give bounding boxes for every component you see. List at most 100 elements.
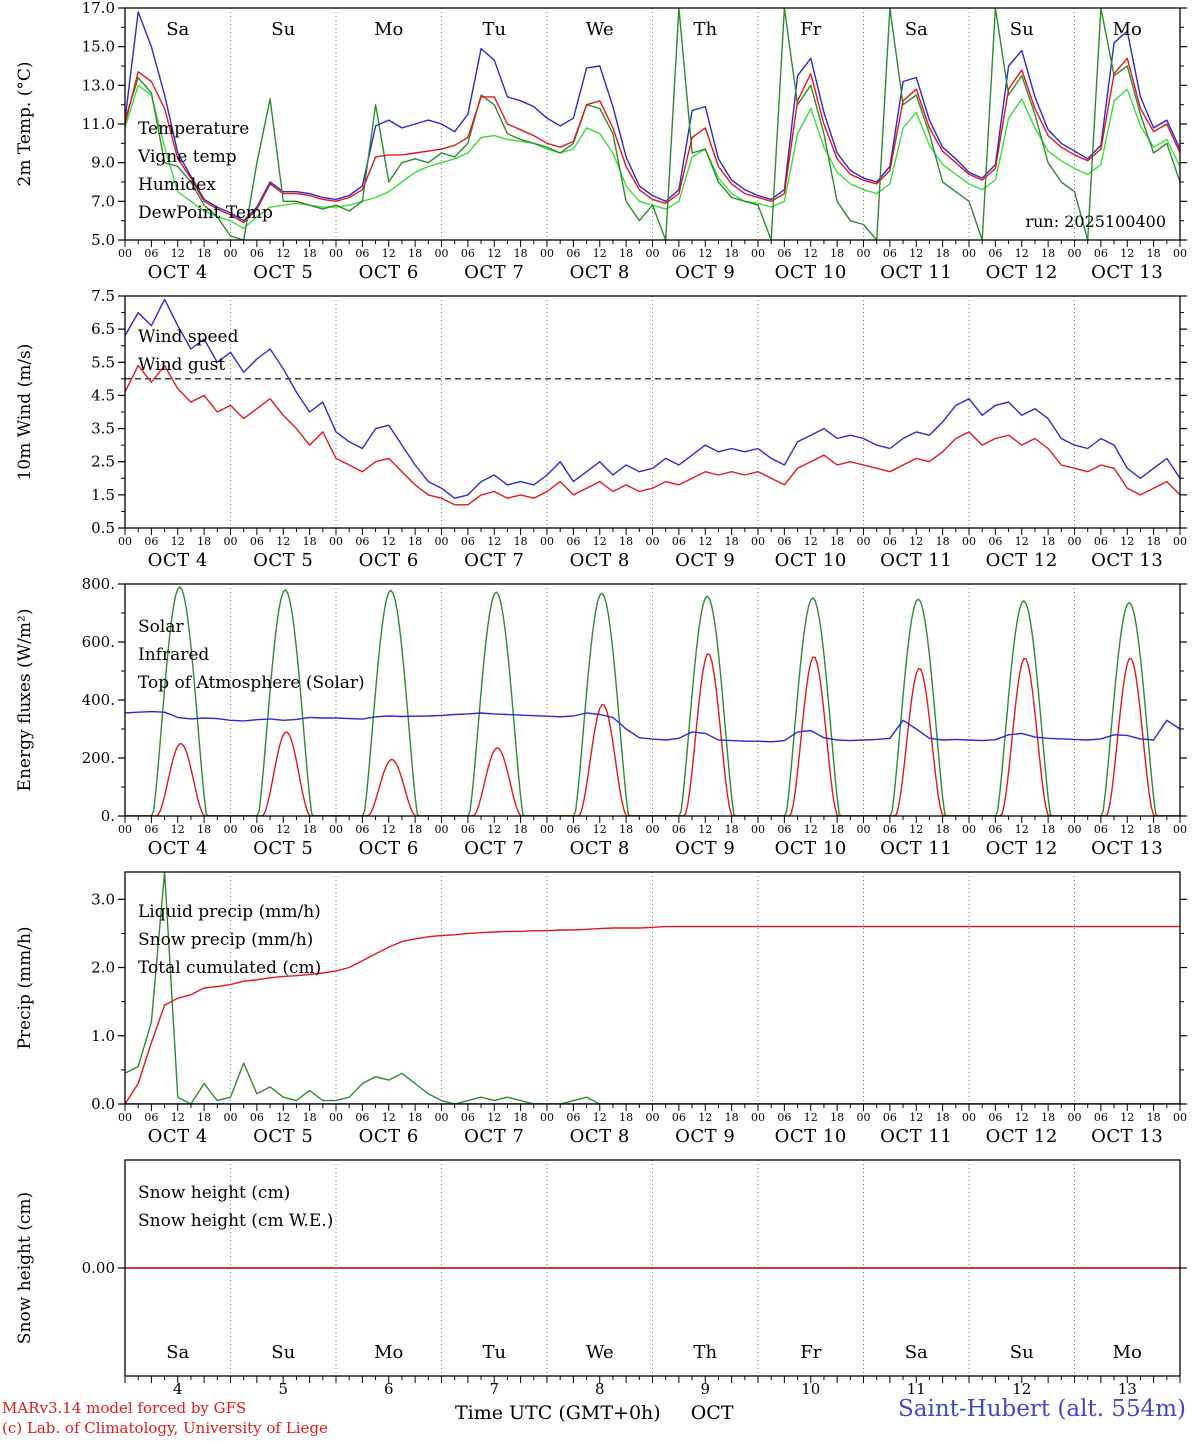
svg-text:06: 06: [777, 1111, 791, 1124]
weekday-label: Mo: [374, 19, 403, 40]
svg-text:18: 18: [1041, 823, 1055, 836]
svg-text:06: 06: [250, 247, 264, 260]
day-number: 12: [1012, 1380, 1031, 1398]
svg-text:00: 00: [118, 823, 132, 836]
model-credit-line2: (c) Lab. of Climatology, University of L…: [2, 1419, 328, 1437]
series-infrared: [125, 710, 1180, 743]
svg-text:12: 12: [382, 1111, 396, 1124]
svg-text:00: 00: [1068, 535, 1082, 548]
svg-text:00: 00: [435, 247, 449, 260]
svg-text:00: 00: [329, 823, 343, 836]
svg-text:12: 12: [909, 1111, 923, 1124]
day-label: OCT 8: [570, 262, 630, 283]
legend-item: Total cumulated (cm): [138, 958, 321, 978]
svg-text:00: 00: [1068, 823, 1082, 836]
svg-text:00: 00: [646, 535, 660, 548]
svg-text:18: 18: [514, 823, 528, 836]
svg-text:12: 12: [171, 535, 185, 548]
svg-text:06: 06: [988, 823, 1002, 836]
svg-text:400.: 400.: [82, 691, 115, 709]
legend-item: Wind speed: [138, 327, 239, 347]
day-number: 6: [384, 1380, 394, 1398]
day-label: OCT 7: [464, 262, 524, 283]
series-wind-speed: [125, 364, 1180, 506]
svg-text:06: 06: [1094, 535, 1108, 548]
svg-text:9.0: 9.0: [91, 154, 115, 172]
svg-text:00: 00: [435, 535, 449, 548]
svg-text:00: 00: [224, 535, 238, 548]
svg-text:00: 00: [1173, 823, 1187, 836]
svg-text:18: 18: [514, 1111, 528, 1124]
legend-item: Snow precip (mm/h): [138, 930, 313, 950]
svg-text:12: 12: [698, 535, 712, 548]
weekday-label: Tu: [482, 19, 506, 40]
day-label: OCT 5: [253, 550, 313, 571]
legend-item: Snow height (cm): [138, 1183, 290, 1203]
panel-wind: 0.5 1.5 2.5 3.5 4.5 5.5 6.5 7.5 00 06 12 18 00 06 12 18…: [15, 287, 1187, 571]
svg-text:18: 18: [619, 823, 633, 836]
day-label: OCT 10: [775, 1126, 847, 1147]
svg-text:06: 06: [672, 535, 686, 548]
series-solar: [125, 653, 1180, 816]
day-label: OCT 11: [880, 550, 952, 571]
svg-text:18: 18: [619, 247, 633, 260]
svg-text:11.0: 11.0: [82, 115, 115, 133]
svg-text:18: 18: [1147, 1111, 1161, 1124]
y-axis: 0.5 1.5 2.5 3.5 4.5 5.5 6.5 7.5: [91, 287, 1187, 537]
svg-text:00: 00: [962, 823, 976, 836]
svg-text:18: 18: [936, 1111, 950, 1124]
svg-text:7.0: 7.0: [91, 192, 115, 210]
svg-text:06: 06: [144, 1111, 158, 1124]
legend-item: Temperature: [138, 119, 249, 139]
svg-text:00: 00: [962, 535, 976, 548]
svg-text:12: 12: [382, 823, 396, 836]
day-label: OCT 4: [148, 262, 208, 283]
svg-text:06: 06: [883, 823, 897, 836]
svg-text:06: 06: [461, 247, 475, 260]
day-label: OCT 10: [775, 550, 847, 571]
day-label: OCT 12: [986, 262, 1058, 283]
day-number: 4: [173, 1380, 183, 1398]
weekday-label: We: [586, 19, 614, 40]
svg-text:12: 12: [276, 247, 290, 260]
svg-text:00: 00: [751, 1111, 765, 1124]
y-axis: 0. 200. 400. 600. 800.: [82, 575, 1187, 825]
svg-text:00: 00: [1173, 1111, 1187, 1124]
svg-text:12: 12: [804, 823, 818, 836]
svg-text:1.5: 1.5: [91, 486, 115, 504]
svg-text:12: 12: [382, 247, 396, 260]
svg-text:18: 18: [936, 823, 950, 836]
legend: Temperature Vigne temp Humidex DewPoint Tem…: [137, 119, 273, 223]
x-axis: 00 06 12 18 00 06 12 18 00 06 12 18 00 06 12 18 00 06 12 18…: [118, 528, 1187, 548]
svg-text:00: 00: [224, 247, 238, 260]
day-label: OCT 6: [359, 550, 419, 571]
day-gridlines: [230, 584, 1075, 816]
month-label: OCT: [690, 1402, 734, 1424]
svg-text:12: 12: [171, 1111, 185, 1124]
svg-text:12: 12: [698, 823, 712, 836]
day-label: OCT 4: [148, 550, 208, 571]
day-label: OCT 5: [253, 262, 313, 283]
weekday-label: Sa: [905, 1342, 928, 1363]
y-axis-title: 10m Wind (m/s): [15, 344, 35, 481]
svg-text:12: 12: [171, 247, 185, 260]
svg-text:06: 06: [355, 535, 369, 548]
day-label: OCT 7: [464, 1126, 524, 1147]
legend-item: Infrared: [138, 645, 209, 665]
svg-text:18: 18: [936, 535, 950, 548]
svg-text:12: 12: [909, 823, 923, 836]
svg-text:18: 18: [197, 1111, 211, 1124]
panel-temp: 5.0 7.0 9.0 11.0 13.0 15.0 17.0 00 06 12 18 00 06 12 1…: [15, 0, 1187, 283]
svg-text:12: 12: [698, 1111, 712, 1124]
svg-text:06: 06: [777, 535, 791, 548]
svg-text:12: 12: [382, 535, 396, 548]
day-label: OCT 6: [359, 838, 419, 859]
svg-text:06: 06: [672, 823, 686, 836]
svg-text:18: 18: [725, 1111, 739, 1124]
weekday-label: Sa: [166, 19, 189, 40]
day-label: OCT 6: [359, 262, 419, 283]
svg-text:00: 00: [1173, 535, 1187, 548]
weekday-label: Fr: [800, 19, 821, 40]
y-axis-title: Snow height (cm): [15, 1192, 35, 1344]
